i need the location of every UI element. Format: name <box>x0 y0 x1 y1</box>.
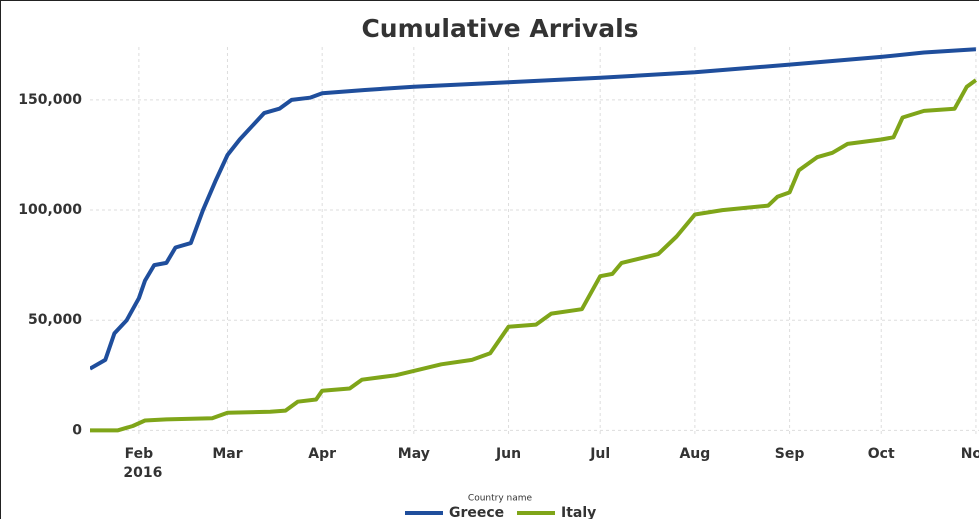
y-tick-label: 150,000 <box>18 92 82 108</box>
legend-label: Italy <box>561 505 596 519</box>
x-tick-label: May <box>398 446 430 462</box>
line-series <box>90 47 977 371</box>
x-tick-label: Sep <box>775 446 805 462</box>
x-tick-label: Jul <box>589 446 610 462</box>
y-tick-label: 0 <box>72 422 82 438</box>
x-tick-label: Aug <box>679 446 710 462</box>
legend-label: Greece <box>449 505 504 519</box>
x-tick-label: Nov <box>961 446 979 462</box>
plot <box>90 47 978 433</box>
x-tick-label: Mar <box>212 446 242 462</box>
x-tick-label: Oct <box>868 446 895 462</box>
x-tick-label: Jun <box>495 446 521 462</box>
y-tick-label: 50,000 <box>28 312 82 328</box>
y-tick-label: 100,000 <box>18 202 82 218</box>
x-tick-label: Apr <box>308 446 336 462</box>
line-series <box>90 78 978 433</box>
x-tick-label: Feb <box>125 446 154 462</box>
chart-title: Cumulative Arrivals <box>361 14 638 43</box>
x-year-label: 2016 <box>123 465 162 481</box>
legend-title: Country name <box>468 494 533 504</box>
